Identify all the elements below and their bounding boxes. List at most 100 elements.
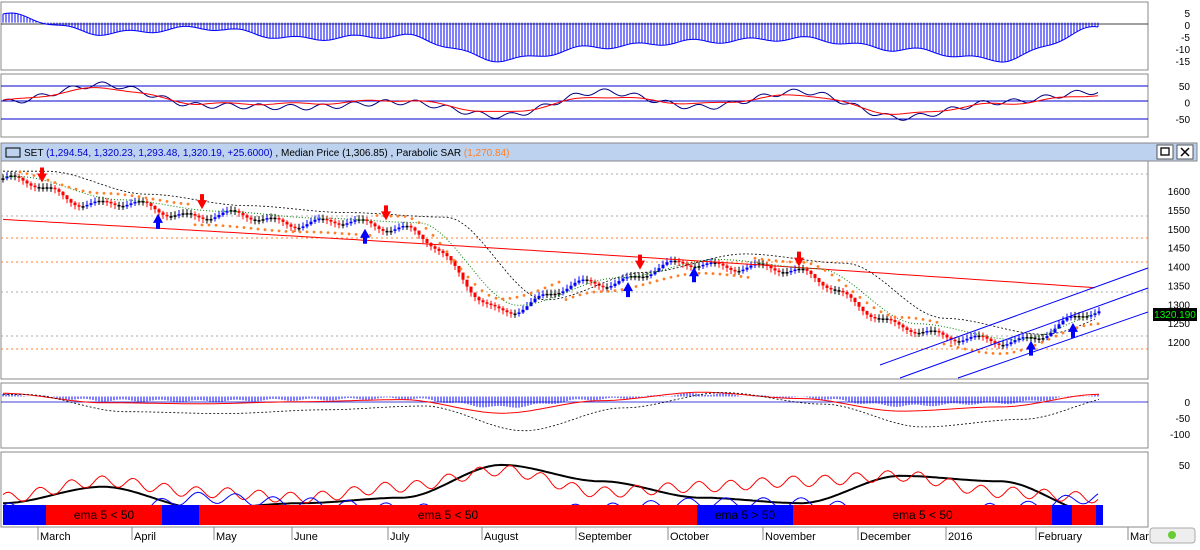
price-candle bbox=[865, 311, 869, 315]
price-candle bbox=[969, 336, 973, 339]
price-candle bbox=[829, 287, 833, 290]
price-candle bbox=[733, 269, 737, 272]
price-candle bbox=[245, 215, 249, 218]
macd-histogram bbox=[2, 391, 1100, 432]
price-candle bbox=[281, 219, 285, 222]
sar-dot bbox=[760, 257, 764, 261]
price-candle bbox=[993, 341, 997, 344]
sar-dot bbox=[851, 290, 855, 294]
sar-dot bbox=[613, 289, 617, 293]
sar-dot bbox=[270, 228, 274, 232]
sar-dot bbox=[984, 351, 988, 355]
price-candle bbox=[421, 234, 425, 240]
price-candle bbox=[713, 262, 717, 264]
price-candle bbox=[769, 265, 773, 269]
price-candle bbox=[261, 219, 265, 221]
price-candle bbox=[97, 200, 101, 203]
price-candle bbox=[1057, 324, 1061, 329]
adx-tick-label: 50 bbox=[1179, 461, 1191, 472]
sar-dot bbox=[249, 226, 253, 230]
price-candle bbox=[105, 200, 109, 203]
price-candle bbox=[197, 215, 201, 218]
ohlc-values: (1,294.54, 1,320.23, 1,293.48, 1,320.19,… bbox=[46, 148, 273, 159]
signal-segment-label: ema 5 < 50 bbox=[418, 508, 479, 522]
sar-dot bbox=[592, 290, 596, 294]
month-label: December bbox=[860, 531, 911, 543]
buy-arrow-icon bbox=[623, 282, 633, 298]
sar-dot bbox=[32, 174, 36, 177]
sar-dot bbox=[200, 223, 204, 227]
sar-dot bbox=[1019, 348, 1023, 352]
osc2-line-1 bbox=[2, 81, 1099, 121]
signal-segment bbox=[1052, 505, 1072, 525]
macd-line bbox=[3, 391, 1100, 414]
price-candle bbox=[1081, 316, 1085, 318]
price-candle bbox=[193, 214, 197, 216]
price-candle bbox=[93, 201, 97, 204]
sar-dot bbox=[578, 293, 582, 297]
price-candle bbox=[741, 269, 745, 272]
close-button[interactable] bbox=[1176, 144, 1194, 160]
sar-dot bbox=[53, 181, 57, 184]
sar-dot bbox=[431, 233, 435, 237]
price-candle bbox=[657, 268, 661, 272]
price-candle bbox=[437, 248, 441, 251]
sar-dot bbox=[662, 277, 666, 281]
price-candle bbox=[425, 239, 429, 244]
sar-dot bbox=[977, 350, 981, 354]
price-candle bbox=[65, 195, 69, 200]
price-candle bbox=[69, 199, 73, 203]
sar-dot bbox=[634, 285, 638, 288]
sar-dot bbox=[438, 241, 442, 245]
signal-segment bbox=[199, 505, 697, 525]
sar-dot bbox=[767, 258, 771, 262]
price-candle bbox=[697, 266, 701, 268]
price-candle bbox=[385, 230, 389, 233]
price-candle bbox=[873, 316, 877, 319]
price-candle bbox=[125, 204, 129, 207]
price-candle bbox=[257, 220, 261, 222]
sar-dot bbox=[1096, 322, 1100, 326]
price-candle bbox=[133, 201, 137, 204]
sar-dot bbox=[781, 260, 785, 263]
sar-dot bbox=[375, 214, 379, 217]
sar-dot bbox=[109, 192, 113, 195]
price-candle bbox=[789, 270, 793, 273]
sar-dot bbox=[67, 185, 71, 189]
channel-middle-line bbox=[899, 287, 1149, 379]
sar-dot bbox=[347, 232, 351, 236]
price-candle bbox=[453, 260, 457, 266]
price-candle bbox=[621, 278, 625, 281]
signal-segment bbox=[793, 505, 1052, 525]
osc1-tick-label: -10 bbox=[1176, 45, 1191, 56]
signal-segment bbox=[46, 505, 162, 525]
sar-dot bbox=[949, 344, 953, 348]
buy-arrow-icon bbox=[360, 228, 370, 244]
sar-dot bbox=[907, 316, 911, 320]
price-candle bbox=[337, 223, 341, 225]
price-candle bbox=[1021, 337, 1025, 339]
price-candle bbox=[889, 318, 893, 321]
sar-dot bbox=[179, 201, 183, 205]
price-candle bbox=[801, 268, 805, 271]
price-candle bbox=[1037, 338, 1041, 340]
price-candle bbox=[349, 221, 353, 224]
price-candle bbox=[457, 265, 461, 273]
price-candle bbox=[577, 280, 581, 283]
price-candle bbox=[529, 302, 533, 307]
sar-dot bbox=[319, 230, 323, 234]
sar-dot bbox=[228, 224, 232, 228]
last-price-text: 1320.190 bbox=[1154, 310, 1196, 321]
price-candle bbox=[397, 227, 401, 230]
price-candle bbox=[265, 218, 269, 220]
price-candle bbox=[565, 288, 569, 292]
price-candle bbox=[841, 290, 845, 293]
sar-dot bbox=[921, 318, 925, 321]
price-candle bbox=[661, 264, 665, 269]
price-candle bbox=[189, 213, 193, 215]
osc2-tick-label: -50 bbox=[1176, 115, 1191, 126]
price-candle bbox=[209, 218, 213, 221]
price-candle bbox=[845, 292, 849, 295]
maximize-button[interactable] bbox=[1156, 144, 1174, 160]
